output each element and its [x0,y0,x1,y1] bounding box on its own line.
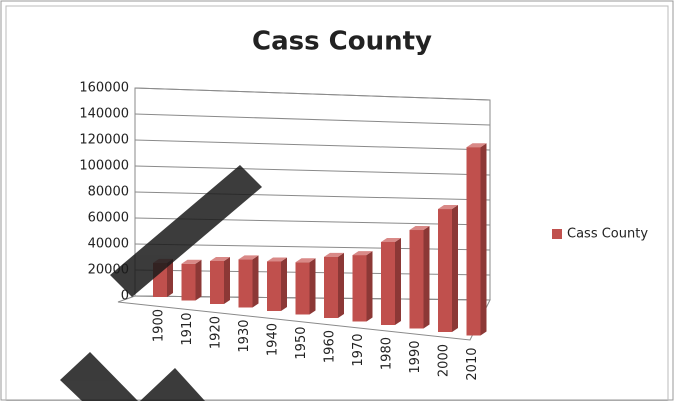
bar [352,255,367,322]
x-tick-label: 1990 [408,341,423,374]
x-tick-label: 2010 [465,348,480,381]
bar-side [452,205,458,332]
x-tick-label: 1970 [351,334,366,367]
bar-top [210,257,230,262]
bar-top [181,259,202,264]
bar-side [281,257,287,311]
bar-side [395,237,401,325]
bar-top [324,252,344,257]
bar-side [309,258,316,315]
bar-side [167,258,173,297]
inner-frame [5,5,669,401]
grid-line [134,139,491,151]
grid-line [134,165,491,176]
bar-top [267,257,287,262]
y-tick-label: 120000 [79,133,129,148]
bar [324,256,338,318]
grid-line [134,243,491,251]
x-tick-label: 1980 [380,337,395,370]
y-tick-label: 40000 [88,237,129,252]
bar [381,241,395,325]
bar [466,147,481,336]
grid-line [134,191,491,201]
watermark-stroke [140,368,205,401]
bar [409,230,424,329]
grid-line [134,87,491,101]
chart-title: Cass County [252,27,432,57]
x-tick-label: 1900 [152,309,167,342]
y-tick-label: 80000 [88,185,129,200]
bar-top [438,205,458,210]
y-tick-label: 100000 [79,159,129,174]
y-tick-label: 160000 [79,81,129,96]
grid-line [134,113,491,126]
plot-area: 0200004000060000800001000001200001400001… [79,81,648,381]
bar-top [409,226,430,231]
bar [267,261,281,311]
x-tick-label: 1960 [323,330,338,363]
x-tick-label: 1930 [237,320,252,353]
bar-top [381,237,401,242]
bar [295,262,310,315]
x-tick-label: 1950 [294,327,309,360]
x-tick-label: 1940 [266,323,281,356]
bar [181,263,196,301]
watermark-stroke [110,165,262,297]
bar-side [366,251,373,322]
legend-label: Cass County [567,227,648,242]
y-tick-label: 0 [121,289,129,304]
bar-top [295,258,316,263]
x-tick-label: 1910 [180,313,195,346]
bar [438,209,452,332]
bar [210,261,224,304]
bar-side [224,257,230,304]
bar [238,259,253,308]
x-tick-label: 2000 [437,344,452,377]
y-tick-label: 140000 [79,107,129,122]
bar-top [466,143,487,148]
x-tick-label: 1920 [209,316,224,349]
bar-side [195,259,202,301]
bar-top [238,255,259,260]
y-tick-label: 60000 [88,211,129,226]
bar-side [480,143,487,336]
watermark [60,165,262,401]
bar-side [252,255,259,308]
watermark-stroke [60,352,138,401]
bar-side [338,252,344,318]
legend-swatch [552,229,562,239]
bar-side [423,226,430,329]
bar-top [352,251,373,256]
